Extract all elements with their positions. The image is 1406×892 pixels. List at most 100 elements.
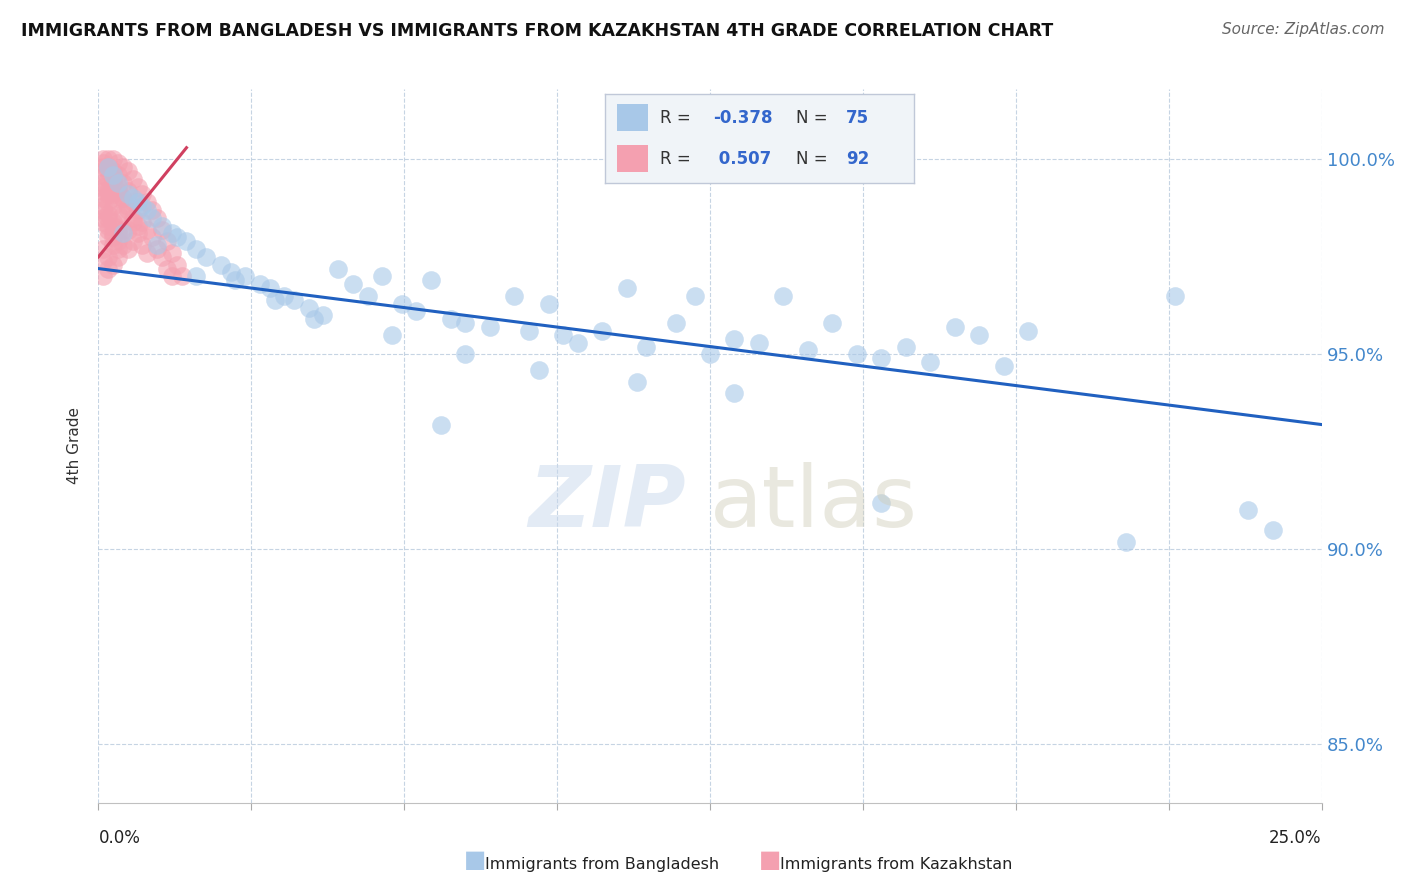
Point — [121, 195, 143, 210]
Point — [107, 184, 129, 198]
Point — [136, 222, 159, 236]
Point — [121, 172, 143, 186]
Point — [685, 289, 707, 303]
Point — [870, 351, 893, 366]
Point — [101, 187, 124, 202]
Point — [503, 289, 526, 303]
Point — [967, 327, 990, 342]
Point — [111, 191, 134, 205]
Text: Source: ZipAtlas.com: Source: ZipAtlas.com — [1222, 22, 1385, 37]
Point — [91, 203, 114, 218]
Point — [101, 258, 124, 272]
Point — [273, 289, 295, 303]
Point — [160, 246, 183, 260]
Point — [91, 179, 114, 194]
Point — [328, 261, 350, 276]
Text: ■: ■ — [759, 848, 782, 872]
Point — [1261, 523, 1284, 537]
Point — [146, 211, 169, 225]
Point — [111, 207, 134, 221]
Point — [141, 203, 163, 218]
Point — [111, 227, 134, 241]
Point — [127, 227, 149, 241]
Point — [91, 191, 114, 205]
Point — [186, 242, 208, 256]
Point — [797, 343, 820, 358]
Point — [150, 222, 173, 236]
Point — [141, 211, 163, 225]
Point — [91, 199, 114, 213]
Text: R =: R = — [661, 150, 696, 168]
Point — [91, 176, 114, 190]
Point — [131, 215, 153, 229]
Point — [420, 273, 443, 287]
Point — [553, 327, 575, 342]
Point — [567, 335, 589, 350]
Point — [699, 347, 721, 361]
Point — [1115, 534, 1137, 549]
Text: N =: N = — [796, 150, 834, 168]
Point — [101, 199, 124, 213]
Point — [91, 215, 114, 229]
Point — [894, 340, 917, 354]
Point — [97, 172, 120, 186]
Point — [156, 234, 179, 248]
Point — [117, 164, 139, 178]
Point — [517, 324, 540, 338]
Point — [356, 289, 378, 303]
Point — [224, 273, 246, 287]
Point — [121, 215, 143, 229]
Point — [127, 179, 149, 194]
Point — [591, 324, 613, 338]
Point — [772, 289, 794, 303]
Text: ■: ■ — [464, 848, 486, 872]
Text: Immigrants from Bangladesh: Immigrants from Bangladesh — [485, 857, 720, 872]
Point — [723, 386, 745, 401]
Point — [298, 301, 321, 315]
Point — [665, 316, 688, 330]
Text: N =: N = — [796, 109, 834, 127]
Point — [748, 335, 770, 350]
Point — [405, 304, 427, 318]
Point — [117, 203, 139, 218]
Bar — [617, 145, 648, 172]
Point — [131, 199, 153, 213]
Point — [107, 250, 129, 264]
Text: ZIP: ZIP — [527, 461, 686, 545]
Point — [101, 227, 124, 241]
Point — [107, 168, 129, 182]
Point — [136, 203, 159, 218]
Point — [97, 222, 120, 236]
Point — [107, 179, 129, 194]
Point — [97, 207, 120, 221]
Point — [107, 191, 129, 205]
Point — [117, 184, 139, 198]
Point — [527, 363, 550, 377]
Point — [101, 153, 124, 167]
Point — [454, 316, 477, 330]
Point — [91, 168, 114, 182]
Point — [454, 347, 477, 361]
Point — [107, 176, 129, 190]
Point — [136, 195, 159, 210]
Point — [723, 332, 745, 346]
Point — [101, 168, 124, 182]
Y-axis label: 4th Grade: 4th Grade — [67, 408, 83, 484]
Point — [97, 261, 120, 276]
Point — [97, 195, 120, 210]
Point — [101, 176, 124, 190]
Point — [1017, 324, 1039, 338]
Text: atlas: atlas — [710, 461, 918, 545]
Point — [91, 153, 114, 167]
Point — [97, 164, 120, 178]
Point — [537, 296, 560, 310]
Point — [117, 199, 139, 213]
Point — [263, 293, 285, 307]
Point — [160, 227, 183, 241]
Point — [233, 269, 256, 284]
Point — [219, 265, 242, 279]
Point — [160, 269, 183, 284]
Point — [259, 281, 281, 295]
Point — [107, 222, 129, 236]
Point — [97, 250, 120, 264]
